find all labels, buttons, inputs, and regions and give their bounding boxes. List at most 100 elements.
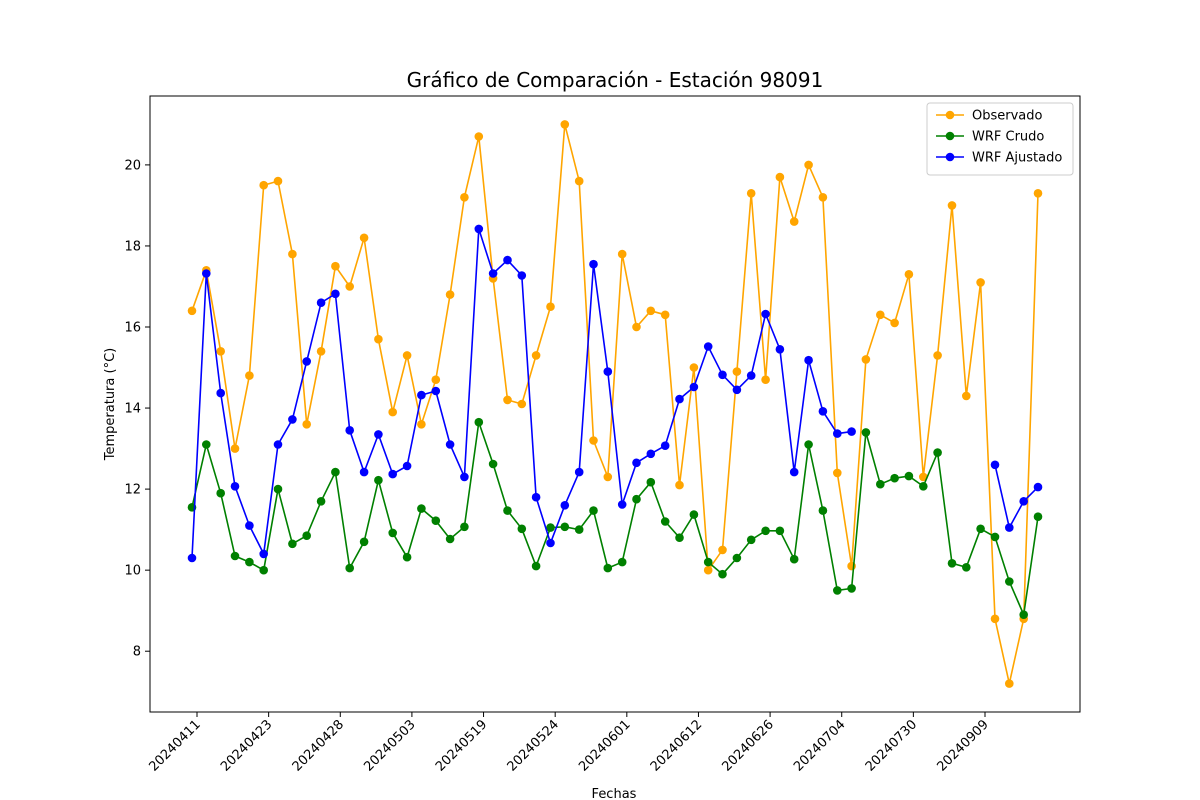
- data-point: [431, 516, 441, 525]
- data-point: [833, 468, 842, 478]
- data-point: [689, 363, 699, 372]
- data-point: [589, 506, 598, 515]
- data-point: [617, 500, 627, 509]
- data-point: [775, 345, 785, 354]
- data-point: [646, 477, 656, 487]
- legend-marker: [945, 152, 955, 162]
- data-point: [359, 233, 369, 243]
- data-point: [876, 479, 885, 489]
- data-point: [460, 522, 469, 532]
- data-point: [202, 269, 211, 278]
- data-point: [646, 449, 656, 459]
- data-point: [789, 554, 799, 564]
- data-point: [1033, 482, 1043, 492]
- x-tick-label: 20240519: [433, 717, 490, 774]
- data-point: [732, 385, 742, 395]
- data-point: [675, 533, 684, 542]
- data-point: [660, 517, 670, 526]
- x-tick-label: 20240704: [791, 717, 848, 774]
- data-point: [732, 553, 742, 563]
- data-point: [833, 429, 842, 438]
- data-point: [603, 563, 613, 573]
- legend-marker: [945, 131, 955, 141]
- data-point: [402, 461, 412, 471]
- data-point: [388, 528, 398, 538]
- data-point: [546, 538, 555, 548]
- data-point: [818, 193, 828, 202]
- data-point: [517, 271, 527, 280]
- data-point: [703, 557, 713, 567]
- data-point: [632, 458, 641, 468]
- y-tick-label: 14: [124, 402, 141, 417]
- data-point: [947, 201, 957, 210]
- data-point: [689, 382, 699, 392]
- data-point: [990, 460, 1000, 470]
- data-point: [603, 472, 613, 482]
- data-point: [804, 160, 813, 170]
- plot-frame: [149, 95, 1081, 713]
- data-point: [531, 561, 541, 571]
- data-point: [503, 506, 512, 515]
- data-point: [230, 444, 240, 453]
- data-point: [460, 472, 469, 482]
- series-0: [187, 120, 1043, 688]
- data-point: [216, 347, 225, 356]
- data-point: [245, 557, 254, 567]
- data-point: [187, 553, 197, 563]
- data-point: [474, 417, 484, 427]
- y-tick-label: 10: [124, 564, 141, 579]
- data-point: [445, 534, 455, 544]
- x-tick-label: 20240626: [720, 717, 777, 774]
- data-point: [890, 473, 899, 483]
- data-point: [359, 537, 369, 547]
- legend: Observado WRF Crudo WRF Ajustado: [926, 102, 1074, 176]
- data-point: [574, 467, 584, 477]
- data-point: [775, 172, 785, 182]
- data-point: [804, 355, 813, 365]
- y-tick-label: 12: [124, 483, 141, 498]
- x-tick-label: 20240612: [648, 717, 705, 774]
- data-point: [1005, 679, 1014, 688]
- data-point: [589, 259, 598, 269]
- data-point: [388, 469, 398, 479]
- x-tick-label: 20240411: [146, 717, 203, 774]
- data-point: [761, 526, 770, 536]
- data-point: [933, 448, 942, 457]
- x-tick-label: 20240730: [863, 717, 920, 774]
- data-point: [818, 407, 828, 416]
- data-point: [675, 394, 684, 404]
- data-point: [718, 569, 727, 579]
- data-point: [660, 310, 670, 320]
- data-point: [775, 526, 785, 536]
- data-point: [933, 351, 942, 360]
- data-point: [417, 390, 426, 400]
- data-point: [230, 551, 240, 561]
- data-point: [962, 563, 971, 572]
- data-point: [517, 524, 527, 534]
- x-tick-label: 20240503: [361, 717, 418, 774]
- data-point: [288, 415, 297, 424]
- x-axis-title: Fechas: [592, 787, 637, 800]
- data-point: [503, 255, 512, 265]
- data-point: [388, 407, 398, 417]
- legend-label: WRF Crudo: [972, 130, 1044, 145]
- x-tick-label: 20240601: [576, 717, 633, 774]
- data-point: [976, 524, 985, 534]
- data-point: [316, 298, 326, 308]
- y-tick-label: 20: [124, 158, 141, 173]
- data-point: [660, 441, 670, 451]
- data-point: [445, 290, 455, 299]
- data-point: [245, 371, 254, 380]
- x-tick-label: 20240423: [218, 717, 275, 774]
- data-point: [273, 440, 283, 449]
- data-point: [990, 532, 1000, 542]
- data-point: [259, 565, 269, 575]
- data-point: [876, 310, 885, 320]
- data-point: [675, 480, 684, 490]
- series-2: [187, 224, 1043, 563]
- data-point: [259, 549, 269, 559]
- data-point: [345, 426, 355, 435]
- data-point: [847, 584, 856, 593]
